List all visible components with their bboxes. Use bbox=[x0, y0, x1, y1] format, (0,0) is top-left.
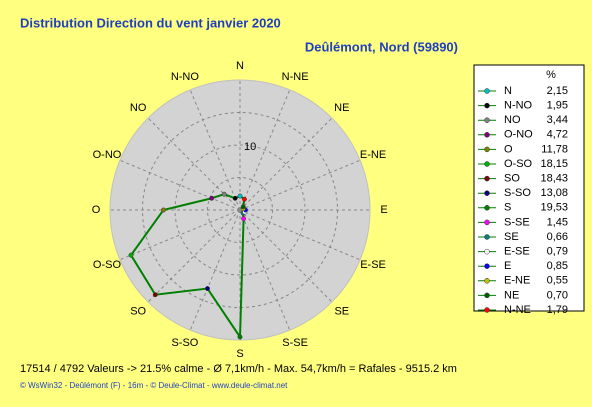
legend-label: O bbox=[504, 143, 513, 155]
point bbox=[221, 191, 227, 197]
point bbox=[237, 193, 243, 199]
legend-label: NE bbox=[504, 289, 519, 301]
spoke bbox=[147, 117, 241, 211]
direction-label: O-SO bbox=[93, 259, 122, 271]
direction-label: N bbox=[236, 60, 244, 72]
legend-marker bbox=[484, 175, 490, 182]
credits: © WsWin32 - Deûlémont (F) - 16m - © Deul… bbox=[20, 381, 288, 390]
legend-marker bbox=[484, 117, 490, 123]
legend-value: 4,72 bbox=[547, 129, 568, 141]
legend-label: S-SE bbox=[504, 216, 530, 228]
legend-marker bbox=[484, 263, 490, 269]
point bbox=[209, 195, 215, 201]
direction-label: O bbox=[92, 204, 101, 216]
spoke bbox=[239, 209, 291, 331]
legend-marker bbox=[484, 205, 490, 211]
legend-label: N-NO bbox=[504, 100, 533, 112]
legend-value: 1,95 bbox=[547, 100, 568, 112]
legend-label: O-SO bbox=[504, 158, 533, 170]
spoke bbox=[189, 209, 241, 331]
legend-value: 19,53 bbox=[540, 202, 568, 214]
direction-label: E-SE bbox=[360, 259, 386, 271]
legend-value: 0,70 bbox=[547, 289, 568, 301]
direction-label: NO bbox=[130, 102, 147, 114]
legend-marker bbox=[484, 278, 490, 284]
legend-value: 0,79 bbox=[547, 246, 568, 258]
legend-value: 1,45 bbox=[547, 216, 568, 228]
direction-label: E bbox=[380, 204, 387, 216]
legend-value: 0,55 bbox=[547, 275, 568, 287]
spoke bbox=[147, 209, 241, 303]
legend-label: SO bbox=[504, 173, 520, 185]
spoke bbox=[239, 159, 361, 211]
direction-label: S-SE bbox=[282, 337, 308, 349]
legend-marker bbox=[484, 248, 490, 255]
chart-subtitle: Deûlémont, Nord (59890) bbox=[305, 39, 458, 54]
legend-marker bbox=[484, 102, 490, 109]
legend-marker bbox=[484, 190, 490, 196]
legend-marker bbox=[484, 132, 490, 138]
chart-title: Distribution Direction du vent janvier 2… bbox=[20, 15, 281, 30]
point bbox=[237, 334, 243, 340]
legend-marker bbox=[484, 219, 490, 226]
direction-label: NE bbox=[334, 102, 349, 114]
legend-label: E-SE bbox=[504, 246, 530, 258]
spoke bbox=[239, 209, 333, 303]
direction-label: N-NO bbox=[171, 71, 200, 83]
legend-label: E bbox=[504, 260, 511, 272]
spoke bbox=[119, 159, 241, 211]
r-tick-label: 10 bbox=[244, 141, 256, 153]
legend-marker bbox=[484, 292, 490, 299]
direction-label: E-NE bbox=[360, 149, 386, 161]
legend-marker bbox=[484, 307, 490, 313]
legend-label: N bbox=[504, 85, 512, 97]
footer: 17514 / 4792 Valeurs -> 21.5% calme - Ø … bbox=[20, 363, 457, 375]
legend-marker bbox=[484, 146, 490, 153]
point bbox=[205, 286, 210, 291]
spoke bbox=[239, 117, 333, 211]
legend-label: SE bbox=[504, 231, 519, 243]
direction-label: O-NO bbox=[93, 149, 122, 161]
point bbox=[242, 196, 247, 202]
direction-label: S bbox=[236, 348, 243, 360]
point bbox=[240, 204, 246, 210]
legend-value: 0,85 bbox=[547, 260, 568, 272]
legend-header: % bbox=[546, 69, 556, 81]
legend-label: N-NE bbox=[504, 304, 531, 316]
legend-value: 18,43 bbox=[540, 173, 568, 185]
legend-marker bbox=[484, 161, 490, 167]
legend-value: 3,44 bbox=[547, 114, 568, 126]
spoke bbox=[119, 209, 241, 261]
legend-value: 18,15 bbox=[540, 158, 568, 170]
legend-value: 0,66 bbox=[547, 231, 568, 243]
direction-label: N-NE bbox=[282, 71, 309, 83]
legend-value: 13,08 bbox=[540, 187, 568, 199]
legend-label: NO bbox=[504, 114, 521, 126]
legend-value: 11,78 bbox=[541, 143, 568, 155]
legend-label: S bbox=[504, 202, 511, 214]
legend-label: S-SO bbox=[504, 187, 531, 199]
spoke bbox=[239, 89, 291, 211]
point bbox=[232, 195, 238, 201]
legend-marker bbox=[484, 234, 490, 240]
spoke bbox=[189, 89, 241, 211]
legend-value: 1,79 bbox=[547, 304, 568, 316]
legend-value: 2,15 bbox=[547, 85, 568, 97]
direction-label: SE bbox=[334, 306, 349, 318]
point bbox=[160, 207, 166, 213]
direction-label: S-SO bbox=[171, 337, 198, 349]
point bbox=[128, 252, 134, 258]
direction-label: SO bbox=[130, 306, 146, 318]
legend-marker bbox=[484, 88, 490, 94]
spoke bbox=[239, 209, 361, 261]
point bbox=[152, 292, 158, 298]
legend-label: E-NE bbox=[504, 275, 530, 287]
point bbox=[241, 216, 247, 222]
grid-ring bbox=[174, 144, 306, 276]
legend-label: O-NO bbox=[504, 129, 533, 141]
